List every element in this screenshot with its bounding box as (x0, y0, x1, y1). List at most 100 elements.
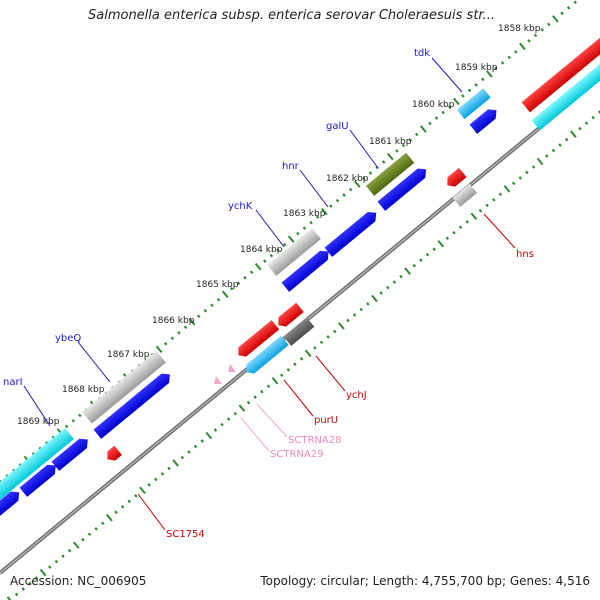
gene-arrow-ychK[interactable] (267, 228, 321, 276)
gene-arrow-ychJ[interactable] (283, 317, 315, 346)
tick-minor (518, 176, 523, 180)
gene-label-SC1754[interactable]: SC1754 (166, 529, 205, 540)
tick-minor (263, 259, 267, 263)
gene-arrow[interactable] (452, 183, 478, 207)
gene-label-ychK[interactable]: ychK (228, 201, 253, 212)
gene-arrow-hnr[interactable] (324, 208, 380, 257)
gene-label-narI[interactable]: narI (3, 377, 23, 388)
tick-major (519, 42, 526, 51)
gene-label-SCTRNA28[interactable]: SCTRNA28 (288, 435, 341, 446)
tick-minor (243, 275, 247, 280)
gene-arrow[interactable] (469, 106, 501, 134)
tick-label: 1867 kbp (107, 350, 150, 360)
tick-minor (474, 83, 478, 87)
gene-label-galU[interactable]: galU (326, 121, 349, 132)
gene-arrow[interactable] (377, 165, 430, 211)
gene-arrow[interactable] (275, 302, 304, 330)
gene-label-SCTRNA29[interactable]: SCTRNA29 (270, 449, 323, 460)
tick-minor (500, 61, 505, 65)
tick-label: 1868 kbp (62, 385, 105, 395)
gene-arrow-SCTRNA28[interactable] (228, 364, 236, 372)
leader-lines (23, 57, 516, 531)
tick-minor (545, 154, 549, 158)
gene-arrow-tdk[interactable] (456, 88, 491, 120)
gene-label-ybeQ[interactable]: ybeQ (55, 333, 81, 344)
tick-major (221, 290, 229, 298)
tick-major (404, 267, 411, 275)
tick-minor (348, 187, 353, 192)
tick-minor (154, 477, 158, 482)
tick-minor (560, 11, 564, 16)
tick-minor (551, 148, 556, 153)
gene-arrow[interactable] (281, 247, 333, 292)
tick-minor (525, 170, 529, 175)
gene-arrow[interactable] (93, 370, 174, 439)
gene-arrow-purU[interactable] (243, 335, 289, 377)
gene-label-hns[interactable]: hns (516, 249, 534, 260)
tick-label: 1865 kbp (196, 280, 239, 290)
tick-minor (461, 94, 465, 98)
tick-minor (34, 576, 39, 580)
gene-label-hnr[interactable]: hnr (282, 161, 300, 172)
tick-minor (401, 143, 406, 148)
gene-arrow-narI[interactable] (0, 428, 74, 504)
tick-minor (319, 340, 324, 345)
tick-major (353, 180, 361, 188)
accession-label: Accession: NC_006905 (10, 574, 147, 588)
tick-minor (101, 521, 105, 526)
gene-labels: tdk galU hnr ychK ybeQ narI hns ychJ pur… (3, 48, 534, 540)
tick-major (106, 514, 113, 522)
tick-minor (167, 466, 171, 471)
tick-minor (249, 270, 254, 274)
tick-minor (54, 559, 59, 564)
tick-minor (193, 444, 198, 449)
forward-strand-genes (0, 32, 600, 520)
gene-arrow[interactable] (0, 488, 23, 520)
gene-arrow[interactable] (51, 435, 92, 471)
gene-arrow[interactable] (531, 50, 600, 131)
tick-label: 1858 kbp (498, 24, 541, 34)
tick-minor (71, 419, 75, 423)
tick-label: 1862 kbp (326, 174, 369, 184)
tick-minor (230, 286, 234, 291)
tick-major (470, 212, 478, 221)
tick-minor (87, 532, 92, 537)
tick-minor (514, 50, 518, 54)
gene-label-purU[interactable]: purU (314, 415, 338, 426)
gene-arrow-hns[interactable] (444, 167, 467, 190)
gene-arrow-SCTRNA29[interactable] (214, 376, 222, 384)
gene-label-tdk[interactable]: tdk (414, 48, 430, 59)
tick-minor (573, 0, 577, 5)
gene-arrow-galU[interactable] (365, 152, 415, 196)
tick-major (304, 349, 312, 358)
tick-minor (332, 329, 337, 334)
tick-minor (385, 285, 390, 290)
tick-minor (266, 384, 271, 389)
tick-minor (507, 55, 511, 60)
tick-minor (282, 242, 287, 247)
tick-major (287, 235, 295, 243)
gene-arrow[interactable] (521, 32, 600, 113)
tick-minor (236, 281, 241, 285)
tick-minor (313, 346, 317, 350)
tick-minor (302, 226, 307, 230)
tick-minor (134, 494, 138, 498)
tick-minor (160, 472, 165, 476)
tick-minor (114, 510, 118, 515)
gene-arrow-ybeQ[interactable] (82, 350, 166, 424)
gene-arrow-SC1754[interactable] (104, 445, 122, 464)
tick-minor (494, 66, 498, 71)
gene-arrow[interactable] (19, 461, 60, 497)
tick-minor (61, 554, 65, 558)
gene-label-ychJ[interactable]: ychJ (346, 390, 367, 401)
tick-label: 1864 kbp (240, 245, 283, 255)
tick-minor (428, 121, 432, 126)
tick-minor (233, 411, 238, 416)
tick-label: 1866 kbp (152, 316, 195, 326)
tick-minor (326, 335, 330, 339)
tick-minor (276, 248, 280, 252)
gene-arrow[interactable] (235, 320, 280, 360)
trna-markers (214, 364, 236, 384)
